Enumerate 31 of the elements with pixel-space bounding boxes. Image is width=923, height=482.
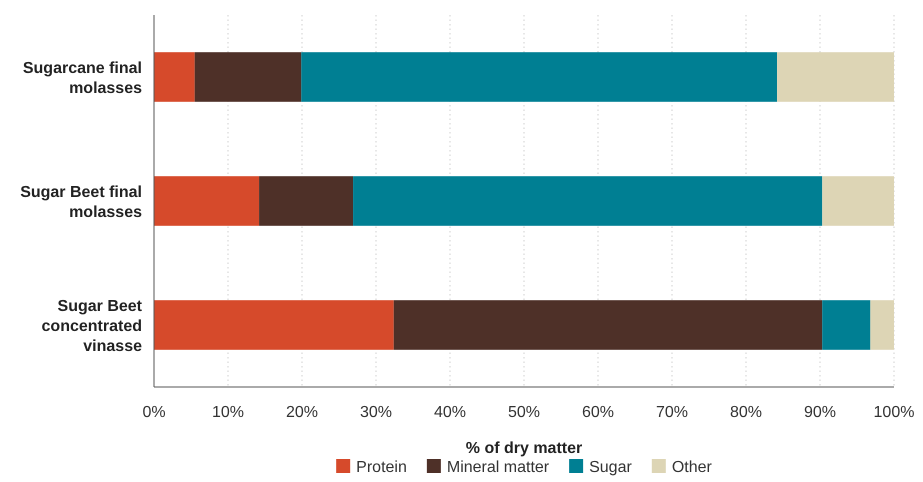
legend-label: Other [672,459,712,476]
x-tick-label: 100% [874,404,914,421]
bar [259,176,354,226]
x-tick-label: 10% [212,404,244,421]
legend-label: Sugar [589,459,632,476]
bar [154,52,195,102]
x-axis-title: % of dry matter [466,440,582,457]
x-tick-label: 40% [434,404,466,421]
y-tick-label: Sugar Beet concentrated vinasse [42,298,143,355]
x-tick-label: 70% [656,404,688,421]
bar [777,52,894,102]
bar [194,52,302,102]
bar [822,176,894,226]
legend-label: Mineral matter [446,459,550,476]
x-tick-label: 90% [804,404,836,421]
bar [822,300,870,350]
x-tick-label: 0% [142,404,166,421]
y-tick-label: Sugarcane final molasses [22,60,142,97]
y-tick-label: Sugar Beet final molasses [20,184,142,221]
bar [154,300,394,350]
bar [154,176,260,226]
bar [353,176,822,226]
bar [870,300,894,350]
x-tick-label: 80% [730,404,762,421]
bar [394,300,822,350]
bar [301,52,778,102]
x-tick-label: 60% [582,404,614,421]
legend-label: Protein [356,459,407,476]
x-tick-label: 30% [360,404,392,421]
x-tick-label: 50% [508,404,540,421]
x-tick-label: 20% [286,404,318,421]
